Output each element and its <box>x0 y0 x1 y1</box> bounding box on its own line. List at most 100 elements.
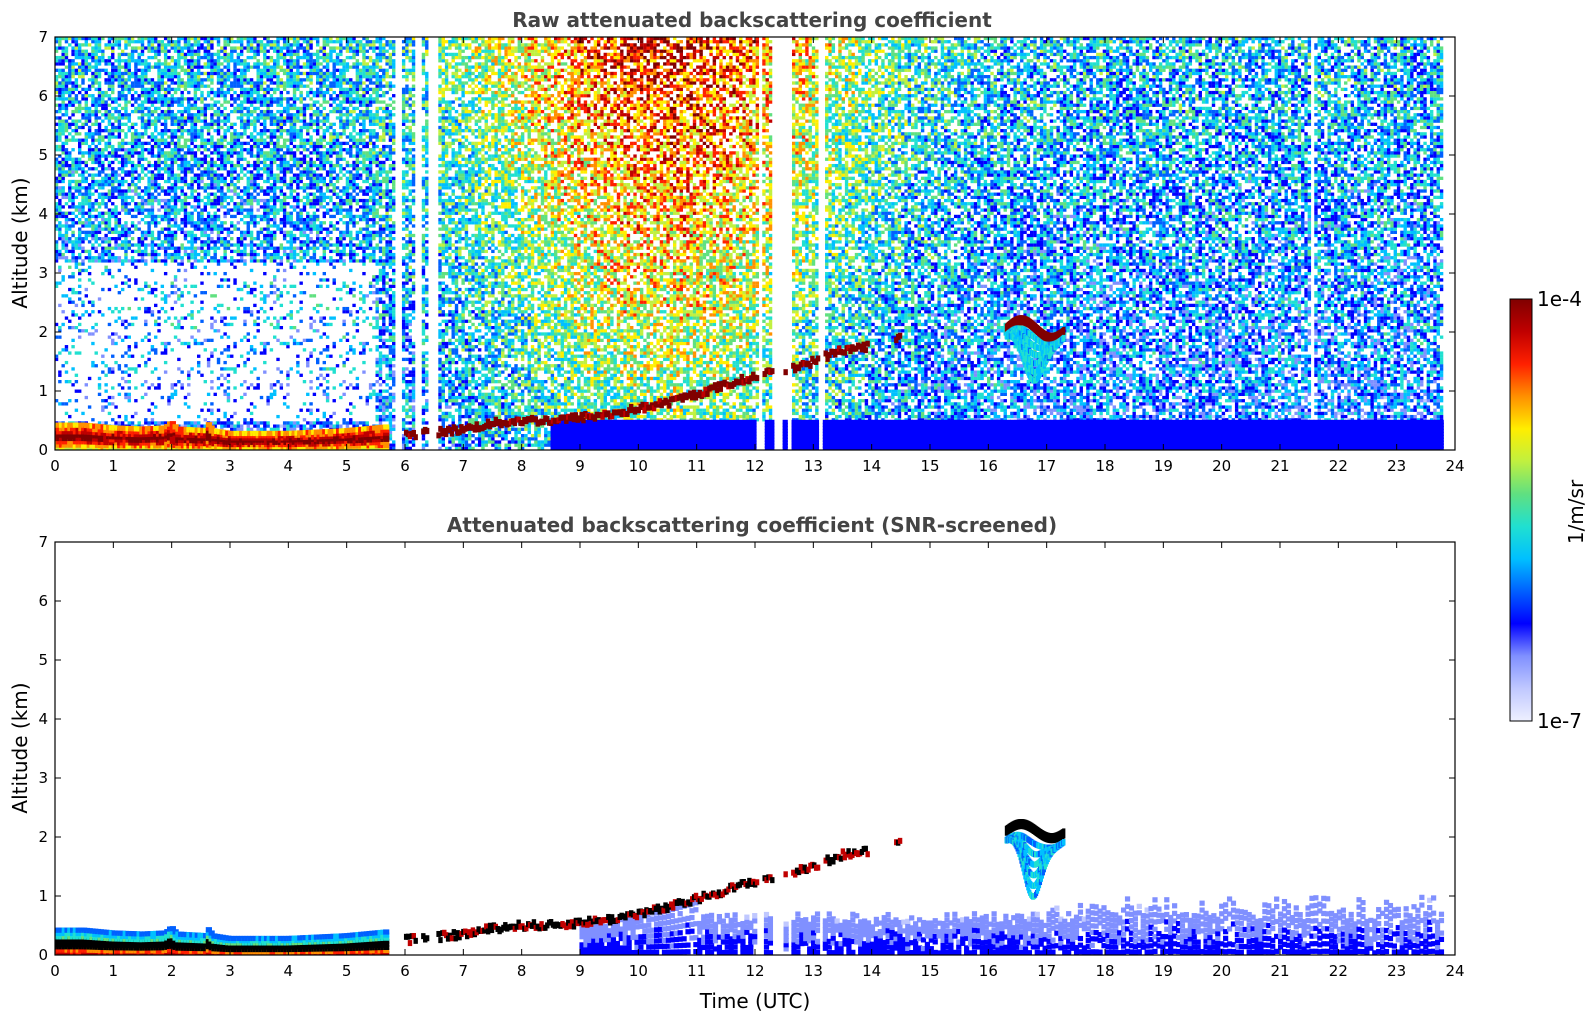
backscatter-cell <box>108 161 111 164</box>
backscatter-cell <box>101 221 104 224</box>
backscatter-cell <box>108 240 111 243</box>
backscatter-cell <box>88 189 91 192</box>
backscatter-cell <box>98 170 101 173</box>
backscatter-cell <box>101 135 104 138</box>
backscatter-cell <box>68 139 71 142</box>
backscatter-cell <box>75 78 78 81</box>
backscatter-cell <box>75 180 78 183</box>
backscatter-cell <box>101 59 104 62</box>
backscatter-cell <box>78 142 81 145</box>
backscatter-cell <box>104 205 107 208</box>
backscatter-cell <box>108 370 111 373</box>
backscatter-cell <box>65 161 68 164</box>
backscatter-cell <box>65 228 68 231</box>
backscatter-cell <box>61 53 64 56</box>
backscatter-cell <box>61 256 64 259</box>
backscatter-cell <box>58 250 61 253</box>
backscatter-cell <box>58 351 61 354</box>
backscatter-cell <box>95 247 98 250</box>
backscatter-cell <box>58 269 61 272</box>
backscatter-cell <box>91 75 94 78</box>
backscatter-cell <box>108 193 111 196</box>
backscatter-cell <box>78 243 81 246</box>
backscatter-cell <box>108 323 111 326</box>
backscatter-cell <box>95 43 98 46</box>
backscatter-cell <box>88 154 91 157</box>
backscatter-cell <box>75 170 78 173</box>
backscatter-cell <box>65 104 68 107</box>
backscatter-cell <box>65 196 68 199</box>
backscatter-cell <box>95 100 98 103</box>
backscatter-cell <box>104 129 107 132</box>
backscatter-cell <box>108 307 111 310</box>
backscatter-cell <box>81 59 84 62</box>
backscatter-cell <box>61 247 64 250</box>
backscatter-cell <box>95 173 98 176</box>
backscatter-cell <box>98 123 101 126</box>
backscatter-cell <box>61 126 64 129</box>
backscatter-cell <box>81 269 84 272</box>
backscatter-cell <box>61 212 64 215</box>
backscatter-cell <box>78 221 81 224</box>
backscatter-cell <box>108 173 111 176</box>
backscatter-cell <box>71 250 74 253</box>
backscatter-cell <box>98 221 101 224</box>
backscatter-cell <box>95 123 98 126</box>
backscatter-cell <box>98 186 101 189</box>
backscatter-cell <box>61 59 64 62</box>
backscatter-cell <box>111 339 114 342</box>
backscatter-cell <box>104 145 107 148</box>
backscatter-cell <box>78 107 81 110</box>
backscatter-cell <box>111 386 114 389</box>
backscatter-cell <box>108 247 111 250</box>
backscatter-cell <box>101 196 104 199</box>
backscatter-cell <box>78 180 81 183</box>
backscatter-cell <box>61 69 64 72</box>
backscatter-cell <box>88 332 91 335</box>
backscatter-cell <box>108 221 111 224</box>
backscatter-cell <box>98 297 101 300</box>
backscatter-cell <box>65 224 68 227</box>
backscatter-cell <box>88 231 91 234</box>
backscatter-cell <box>101 129 104 132</box>
backscatter-cell <box>71 291 74 294</box>
backscatter-cell <box>95 208 98 211</box>
backscatter-cell <box>111 116 114 119</box>
backscatter-cell <box>61 145 64 148</box>
backscatter-cell <box>61 253 64 256</box>
backscatter-cell <box>98 139 101 142</box>
backscatter-cell <box>101 113 104 116</box>
backscatter-cell <box>78 186 81 189</box>
backscatter-cell <box>101 421 104 424</box>
backscatter-cell <box>98 69 101 72</box>
backscatter-cell <box>71 50 74 53</box>
backscatter-cell <box>85 310 88 313</box>
backscatter-cell <box>58 104 61 107</box>
backscatter-cell <box>58 69 61 72</box>
backscatter-cell <box>65 50 68 53</box>
backscatter-cell <box>68 180 71 183</box>
backscatter-cell <box>85 269 88 272</box>
backscatter-cell <box>78 65 81 68</box>
backscatter-cell <box>61 364 64 367</box>
backscatter-cell <box>65 316 68 319</box>
backscatter-cell <box>104 193 107 196</box>
backscatter-cell <box>58 374 61 377</box>
backscatter-cell <box>61 310 64 313</box>
backscatter-cell <box>98 183 101 186</box>
backscatter-cell <box>91 183 94 186</box>
backscatter-cell <box>58 129 61 132</box>
backscatter-cell <box>108 196 111 199</box>
backscatter-cell <box>88 250 91 253</box>
backscatter-cell <box>58 126 61 129</box>
backscatter-cell <box>68 183 71 186</box>
backscatter-cell <box>68 132 71 135</box>
backscatter-cell <box>71 247 74 250</box>
backscatter-cell <box>95 62 98 65</box>
backscatter-cell <box>85 224 88 227</box>
backscatter-cell <box>81 313 84 316</box>
backscatter-cell <box>75 110 78 113</box>
backscatter-cell <box>65 75 68 78</box>
backscatter-cell <box>108 154 111 157</box>
backscatter-cell <box>91 237 94 240</box>
